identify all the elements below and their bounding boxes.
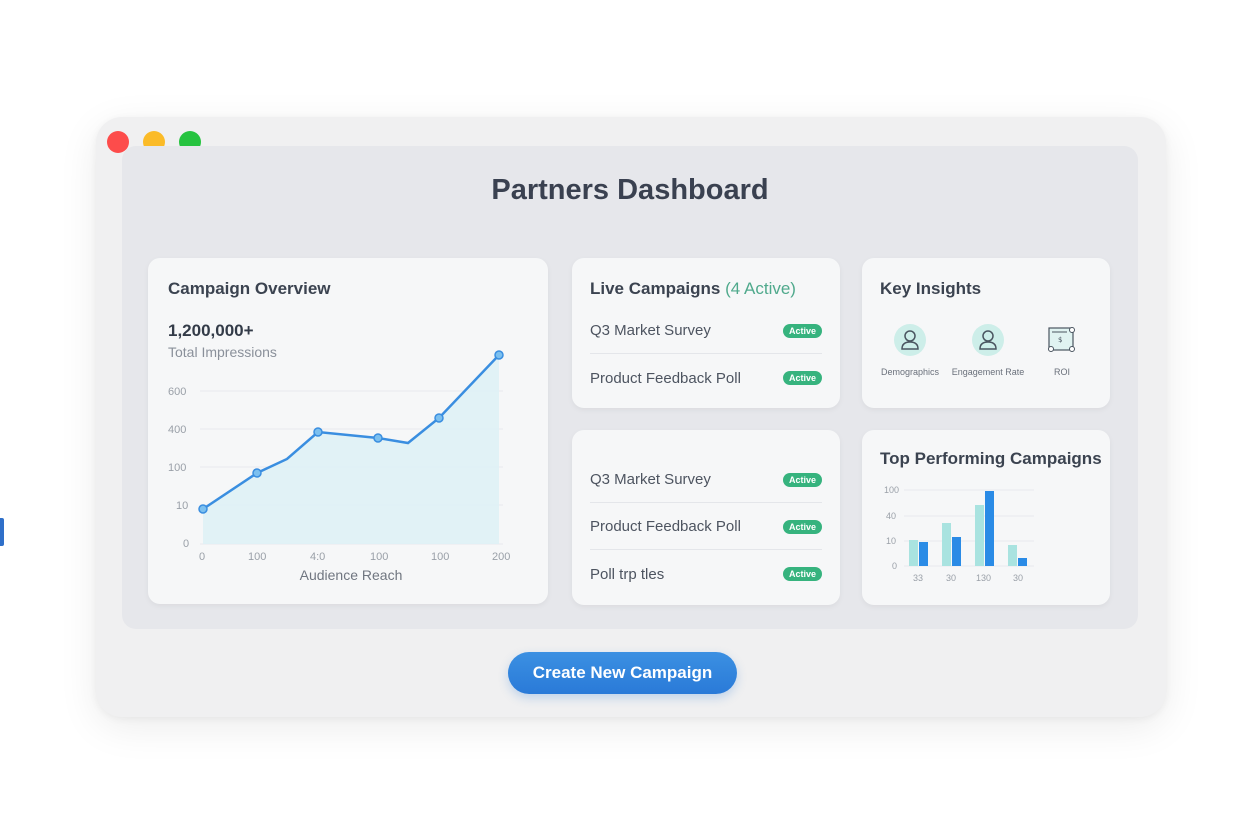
x-tick: 4:0 (310, 551, 325, 563)
insight-engagement-rate[interactable]: Engagement Rate (948, 324, 1028, 377)
insight-label: ROI (1053, 367, 1070, 377)
campaign-row[interactable]: Poll trp tles Active (590, 551, 822, 597)
active-count: (4 Active) (725, 279, 796, 298)
card-title: Campaign Overview (168, 279, 331, 298)
x-tick: 100 (431, 551, 449, 563)
campaign-row[interactable]: Q3 Market Survey Active (590, 308, 822, 354)
audience-reach-chart: 600 400 100 10 0 0 100 4:0 100 100 200 A… (168, 350, 510, 583)
insight-roi[interactable]: $ ROI (1022, 324, 1102, 377)
campaign-overview-card: Campaign Overview 1,200,000+ Total Impre… (148, 258, 548, 604)
x-tick: 30 (1013, 573, 1023, 583)
campaign-name: Product Feedback Poll (590, 369, 741, 387)
status-badge: Active (782, 519, 822, 534)
close-window-button[interactable] (107, 131, 129, 153)
campaign-row[interactable]: Q3 Market Survey Active (590, 457, 822, 503)
status-badge: Active (782, 371, 822, 385)
svg-text:$: $ (1058, 336, 1062, 344)
y-tick: 600 (168, 386, 186, 398)
y-tick: 10 (176, 500, 188, 512)
edge-marker (0, 518, 4, 546)
campaign-name: Q3 Market Survey (590, 471, 711, 488)
x-tick: 0 (199, 551, 205, 563)
create-new-campaign-button[interactable]: Create New Campaign (508, 652, 737, 694)
top-campaigns-bar-chart: 100 40 10 0 33 30 130 30 (884, 485, 1034, 583)
live-campaigns-title: Live Campaigns (590, 279, 721, 298)
campaign-name: Poll trp tles (590, 565, 665, 583)
page-title: Partners Dashboard (491, 174, 769, 206)
impressions-label: Total Impressions (168, 344, 277, 360)
x-tick: 100 (370, 551, 388, 563)
insight-label: Demographics (880, 367, 940, 377)
card-title: Live Campaigns (4 Active) (590, 279, 796, 299)
y-tick: 400 (168, 424, 186, 436)
x-tick: 100 (248, 551, 266, 563)
x-axis-label: Audience Reach (300, 567, 403, 583)
card-title: Key Insights (880, 279, 982, 298)
campaign-row[interactable]: Product Feedback Poll Active (590, 504, 822, 550)
top-performing-card: Top Performing Campaigns 100 40 10 0 33 … (862, 430, 1110, 605)
roi-diagram-icon: $ (1046, 324, 1078, 356)
insight-demographics[interactable]: Demographics (870, 324, 950, 377)
campaign-list-card: Q3 Market Survey Active Product Feedback… (572, 430, 840, 605)
insight-label: Engagement Rate (951, 367, 1025, 377)
y-tick: 40 (886, 511, 896, 521)
status-badge: Active (782, 323, 822, 338)
impressions-value: 1,200,000+ (168, 321, 254, 340)
card-title: Top Performing Campaigns (880, 449, 1102, 468)
y-tick: 0 (183, 538, 189, 550)
status-badge: Active (782, 567, 822, 581)
app-window: Partners Dashboard Campaign Overview 1,2… (96, 117, 1166, 717)
campaign-name: Product Feedback Poll (590, 518, 741, 535)
x-tick: 130 (976, 573, 991, 583)
live-campaigns-card: Live Campaigns (4 Active) Q3 Market Surv… (572, 258, 840, 408)
user-icon (894, 324, 926, 356)
y-tick: 100 (884, 485, 899, 495)
y-tick: 100 (168, 462, 186, 474)
x-tick: 33 (913, 573, 923, 583)
status-badge: Active (782, 472, 822, 487)
y-tick: 10 (886, 536, 896, 546)
key-insights-card: Key Insights Demographics Engagement Rat… (862, 258, 1110, 408)
x-tick: 30 (946, 573, 956, 583)
y-tick: 0 (892, 561, 897, 571)
user-icon (972, 324, 1004, 356)
x-tick: 200 (492, 551, 510, 563)
campaign-row[interactable]: Product Feedback Poll Active (590, 355, 822, 401)
campaign-name: Q3 Market Survey (590, 322, 711, 339)
dashboard-panel: Partners Dashboard Campaign Overview 1,2… (122, 146, 1138, 629)
